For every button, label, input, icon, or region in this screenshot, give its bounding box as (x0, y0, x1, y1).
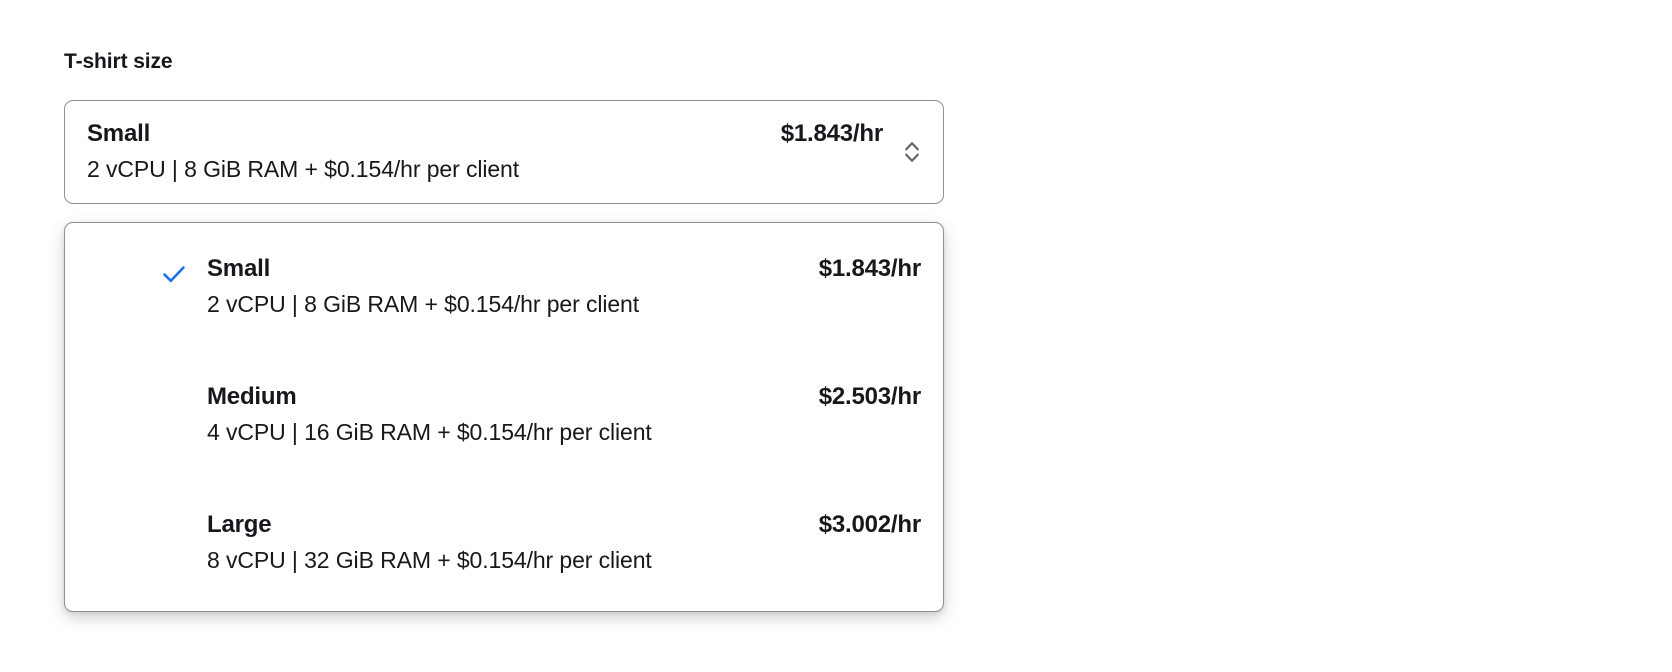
list-item-description: 8 vCPU | 32 GiB RAM + $0.154/hr per clie… (207, 547, 652, 573)
check-icon (159, 259, 189, 289)
list-item-top-row: Large $3.002/hr (207, 509, 921, 541)
list-item-price: $1.843/hr (818, 255, 921, 282)
list-item-description: 4 vCPU | 16 GiB RAM + $0.154/hr per clie… (207, 419, 652, 445)
page-title: T-shirt size (64, 50, 173, 73)
select-trigger-description: 2 vCPU | 8 GiB RAM + $0.154/hr per clien… (87, 156, 520, 182)
tshirt-size-listbox[interactable]: Small $1.843/hr 2 vCPU | 8 GiB RAM + $0.… (64, 222, 944, 612)
list-item-top-row: Medium $2.503/hr (207, 381, 921, 413)
select-trigger-price: $1.843/hr (780, 120, 883, 147)
chevron-up-down-icon[interactable] (899, 132, 925, 172)
select-trigger-content: Small $1.843/hr 2 vCPU | 8 GiB RAM + $0.… (87, 118, 889, 186)
list-item-name: Small (207, 255, 271, 282)
select-trigger-value: Small (87, 120, 151, 147)
list-item-price: $2.503/hr (818, 383, 921, 410)
list-item-name: Large (207, 511, 272, 538)
tshirt-size-select-trigger[interactable]: Small $1.843/hr 2 vCPU | 8 GiB RAM + $0.… (64, 100, 944, 204)
list-item-price: $3.002/hr (818, 511, 921, 538)
list-item-top-row: Small $1.843/hr (207, 253, 921, 285)
list-item-description: 2 vCPU | 8 GiB RAM + $0.154/hr per clien… (207, 291, 640, 317)
list-item[interactable]: Medium $2.503/hr 4 vCPU | 16 GiB RAM + $… (65, 373, 943, 459)
list-item[interactable]: Small $1.843/hr 2 vCPU | 8 GiB RAM + $0.… (65, 245, 943, 331)
select-trigger-top-row: Small $1.843/hr (87, 118, 889, 150)
list-item[interactable]: Large $3.002/hr 8 vCPU | 32 GiB RAM + $0… (65, 501, 943, 587)
list-item-name: Medium (207, 383, 297, 410)
